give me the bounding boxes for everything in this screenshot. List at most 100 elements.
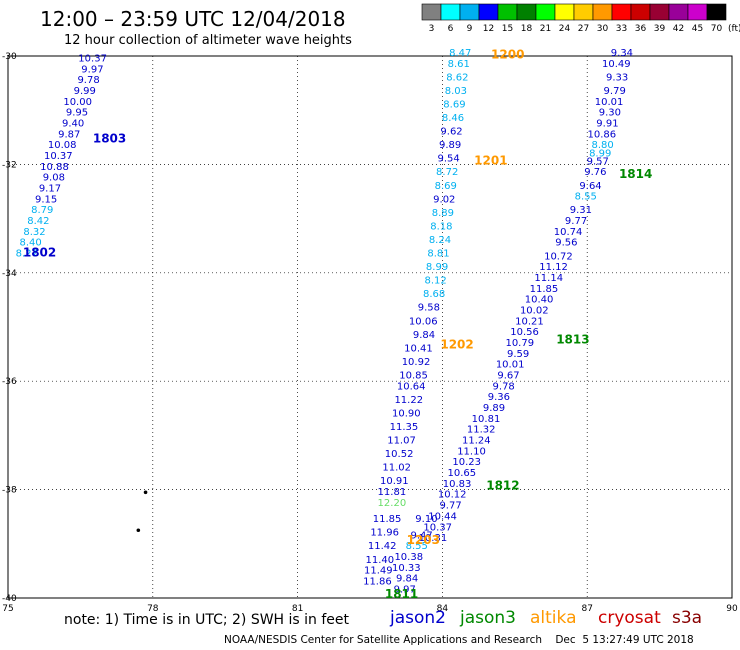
colorbar-tick-label: 27: [578, 24, 589, 34]
wave-height-value: 10.92: [402, 357, 431, 368]
satellite-legend-s3a: s3a: [672, 608, 703, 628]
pass-time-label: 1803: [93, 132, 126, 146]
wave-height-value: 9.34: [611, 48, 633, 59]
y-tick-label: -36: [2, 377, 17, 387]
wave-height-value: 11.02: [382, 463, 411, 474]
wave-height-value: 8.47: [449, 48, 471, 59]
colorbar-tick-label: 33: [616, 24, 627, 34]
satellite-legend-altika: altika: [530, 608, 577, 628]
wave-height-value: 9.08: [43, 173, 65, 184]
island-dot: [143, 490, 148, 495]
wave-height-value: 8.03: [445, 86, 467, 97]
colorbar-unit-label: (ft): [728, 24, 740, 34]
colorbar-tick-label: 3: [429, 24, 435, 34]
wave-height-value: 9.56: [555, 238, 577, 249]
wave-height-value: 11.96: [370, 528, 399, 539]
colorbar-tick-label: 12: [483, 24, 494, 34]
wave-height-value: 11.32: [467, 425, 496, 436]
wave-height-value: 9.40: [62, 118, 84, 129]
wave-height-value: 8.99: [426, 262, 448, 273]
x-tick-label: 90: [726, 604, 738, 614]
wave-height-value: 10.21: [515, 316, 544, 327]
wave-height-value: 10.37: [44, 151, 73, 162]
wave-height-value: 10.52: [385, 449, 414, 460]
wave-height-value: 10.08: [48, 140, 77, 151]
wave-height-value: 10.74: [554, 227, 583, 238]
wave-height-value: 10.01: [496, 360, 525, 371]
x-tick-label: 84: [437, 604, 449, 614]
wave-height-value: 8.55: [575, 192, 597, 203]
wave-height-value: 9.57: [587, 156, 609, 167]
island-dot: [136, 528, 141, 533]
wave-height-value: 11.85: [373, 514, 402, 525]
wave-height-value: 11.22: [394, 395, 423, 406]
pass-time-label: 1814: [619, 167, 652, 181]
wave-height-value: 8.81: [427, 249, 449, 260]
wave-height-value: 9.59: [507, 349, 529, 360]
wave-height-value: 10.49: [602, 59, 631, 70]
wave-height-value: 10.06: [409, 316, 438, 327]
y-tick-label: -32: [2, 160, 17, 170]
wave-height-value: 10.41: [404, 343, 433, 354]
wave-height-value: 8.12: [424, 276, 446, 287]
wave-height-value: 9.54: [438, 154, 460, 165]
wave-height-value: 11.81: [378, 487, 407, 498]
y-tick-label: -40: [2, 594, 17, 604]
wave-height-value: 10.85: [399, 370, 428, 381]
colorbar-tick-label: 70: [711, 24, 723, 34]
wave-height-value: 9.62: [440, 127, 462, 138]
colorbar-tick-label: 39: [654, 24, 666, 34]
wave-height-value: 10.40: [525, 295, 554, 306]
wave-height-value: 8.69: [435, 181, 457, 192]
wave-height-value: 9.33: [606, 72, 628, 83]
satellite-legend-jason3: jason3: [460, 608, 516, 628]
colorbar-tick-label: 9: [467, 24, 473, 34]
wave-height-value: 10.33: [392, 563, 421, 574]
colorbar-tick-label: 18: [521, 24, 533, 34]
wave-height-value: 9.15: [35, 194, 57, 205]
wave-height-value: 10.31: [419, 533, 448, 544]
footer-credit: NOAA/NESDIS Center for Satellite Applica…: [224, 634, 694, 646]
colorbar-tick-label: 6: [448, 24, 454, 34]
wave-height-value: 8.68: [423, 289, 445, 300]
wave-height-value: 9.58: [418, 303, 440, 314]
wave-height-value: 10.88: [40, 162, 69, 173]
wave-height-value: 11.85: [530, 284, 559, 295]
pass-time-label: 1203: [407, 533, 440, 547]
wave-height-value: 10.44: [428, 511, 457, 522]
wave-height-value: 9.84: [396, 574, 418, 585]
wave-height-value: 11.24: [462, 436, 491, 447]
pass-time-label: 1802: [23, 246, 56, 260]
wave-height-value: 8.42: [27, 216, 49, 227]
satellite-legend-jason2: jason2: [390, 608, 446, 628]
x-tick-label: 75: [2, 604, 13, 614]
wave-height-value: 11.10: [457, 446, 486, 457]
colorbar-tick-label: 30: [597, 24, 609, 34]
wave-height-value: 9.31: [570, 205, 592, 216]
wave-height-value: 8.55: [406, 541, 428, 552]
colorbar-swatch: [706, 3, 727, 21]
wave-height-value: 10.65: [448, 468, 477, 479]
wave-height-value: 10.12: [438, 490, 467, 501]
wave-height-value: 10.56: [510, 327, 539, 338]
wave-height-value: 10.37: [78, 53, 107, 64]
map-frame: [7, 55, 733, 599]
wave-height-value: 9.95: [66, 108, 88, 119]
wave-height-value: 9.78: [77, 75, 99, 86]
wave-height-value: 9.97: [394, 585, 416, 596]
wave-height-value: 9.87: [58, 129, 80, 140]
wave-height-value: 9.97: [81, 64, 103, 75]
wave-height-value: 10.81: [472, 414, 501, 425]
x-tick-label: 87: [581, 604, 592, 614]
wave-height-value: 10.00: [63, 97, 92, 108]
pass-time-label: 1811: [385, 587, 418, 601]
wave-height-value: 8.40: [20, 238, 42, 249]
colorbar-tick-label: 15: [502, 24, 513, 34]
wave-height-value: 8.61: [448, 59, 470, 70]
wave-height-value: 9.84: [413, 330, 435, 341]
wave-height-value: 11.49: [364, 566, 393, 577]
wave-height-value: 9.36: [488, 392, 510, 403]
wave-height-value: 11.40: [365, 555, 394, 566]
note-text: note: 1) Time is in UTC; 2) SWH is in fe…: [64, 612, 350, 628]
